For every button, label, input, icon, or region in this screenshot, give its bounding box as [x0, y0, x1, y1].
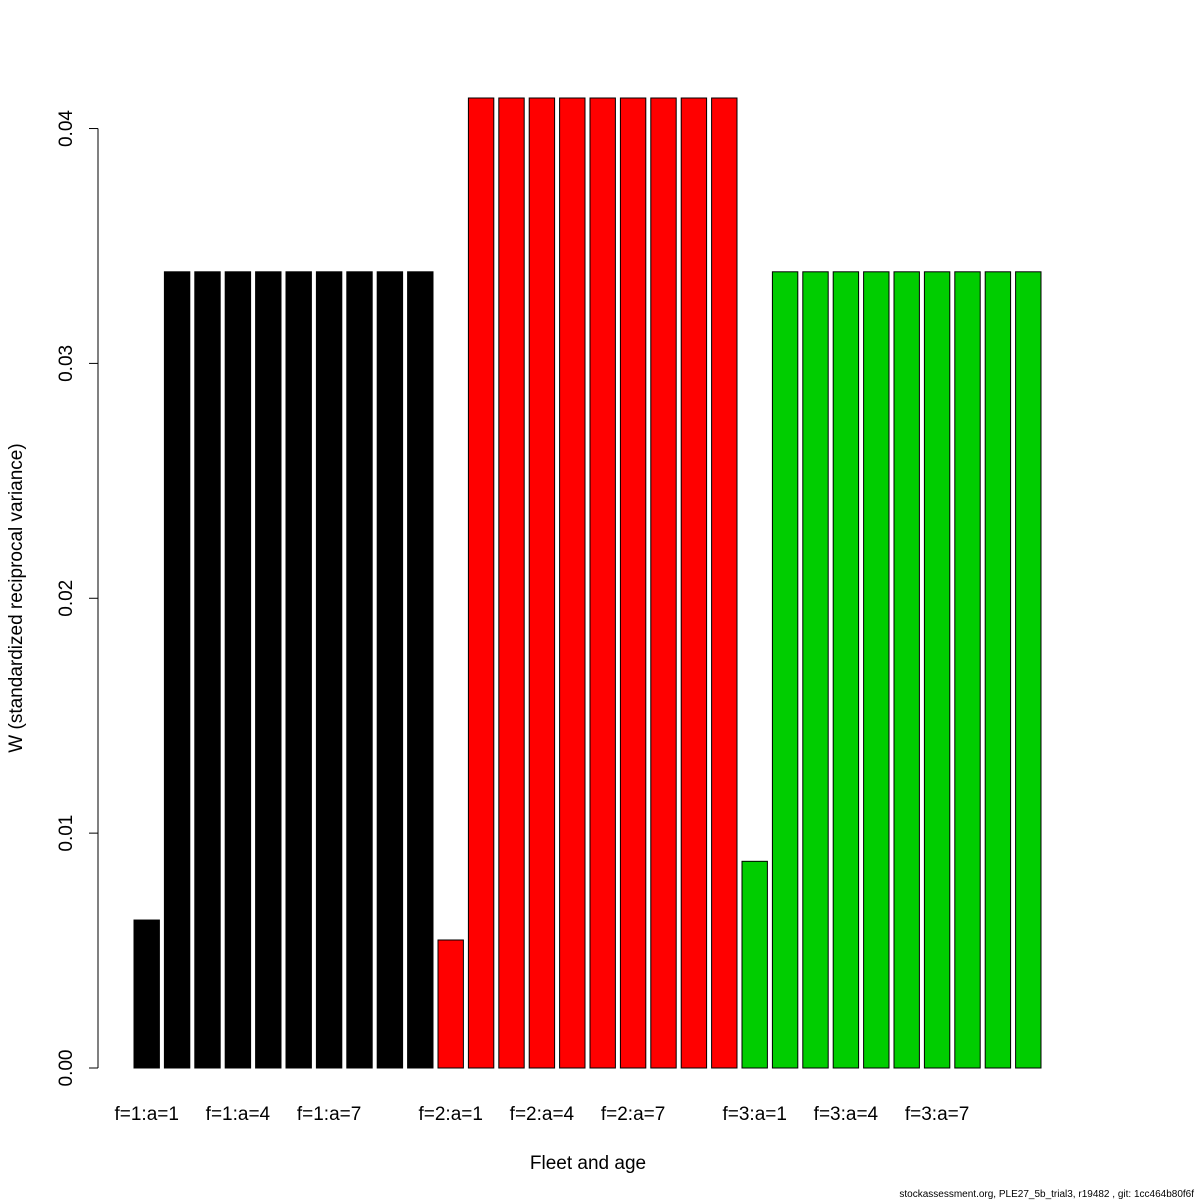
bar [1015, 271, 1042, 1069]
bar [224, 271, 252, 1069]
x-tick-label: f=1:a=4 [206, 1104, 271, 1125]
bar [589, 97, 616, 1069]
bar [437, 939, 464, 1069]
x-tick-label: f=3:a=1 [722, 1104, 786, 1125]
bar [467, 97, 495, 1069]
bar [741, 860, 768, 1069]
bar [315, 271, 343, 1069]
y-tick-label: 0.02 [56, 580, 77, 617]
x-tick-label: f=1:a=1 [114, 1104, 178, 1125]
bar [498, 97, 525, 1069]
bar [984, 271, 1012, 1069]
x-tick-label: f=2:a=4 [510, 1104, 575, 1125]
y-tick-label: 0.03 [56, 345, 77, 382]
bar [893, 271, 920, 1069]
bar [194, 271, 221, 1069]
bar [863, 271, 890, 1069]
bar [650, 97, 677, 1069]
y-tick-label: 0.00 [56, 1050, 77, 1087]
bar [528, 97, 556, 1069]
y-tick-label: 0.04 [56, 110, 77, 147]
x-tick-label: f=1:a=7 [297, 1104, 361, 1125]
bar [285, 271, 312, 1069]
bar [923, 271, 951, 1069]
bar [376, 271, 404, 1069]
y-tick-label: 0.01 [56, 815, 77, 852]
bar [771, 271, 799, 1069]
bar [255, 271, 282, 1069]
footnote: stockassessment.org, PLE27_5b_trial3, r1… [899, 1189, 1194, 1200]
bar [832, 271, 860, 1069]
x-tick-label: f=3:a=7 [905, 1104, 969, 1125]
bar [954, 271, 981, 1069]
bar [619, 97, 647, 1069]
x-tick-label: f=2:a=1 [418, 1104, 482, 1125]
bar [680, 97, 708, 1069]
bar [559, 97, 586, 1069]
x-axis-label: Fleet and age [530, 1153, 646, 1174]
bar [346, 271, 373, 1069]
bar [711, 97, 738, 1069]
bar [163, 271, 191, 1069]
bar [802, 271, 829, 1069]
x-tick-label: f=2:a=7 [601, 1104, 665, 1125]
y-axis-label: W (standardized reciprocal variance) [6, 443, 27, 752]
bar [407, 271, 434, 1069]
bar [133, 919, 160, 1069]
x-tick-label: f=3:a=4 [814, 1104, 879, 1125]
